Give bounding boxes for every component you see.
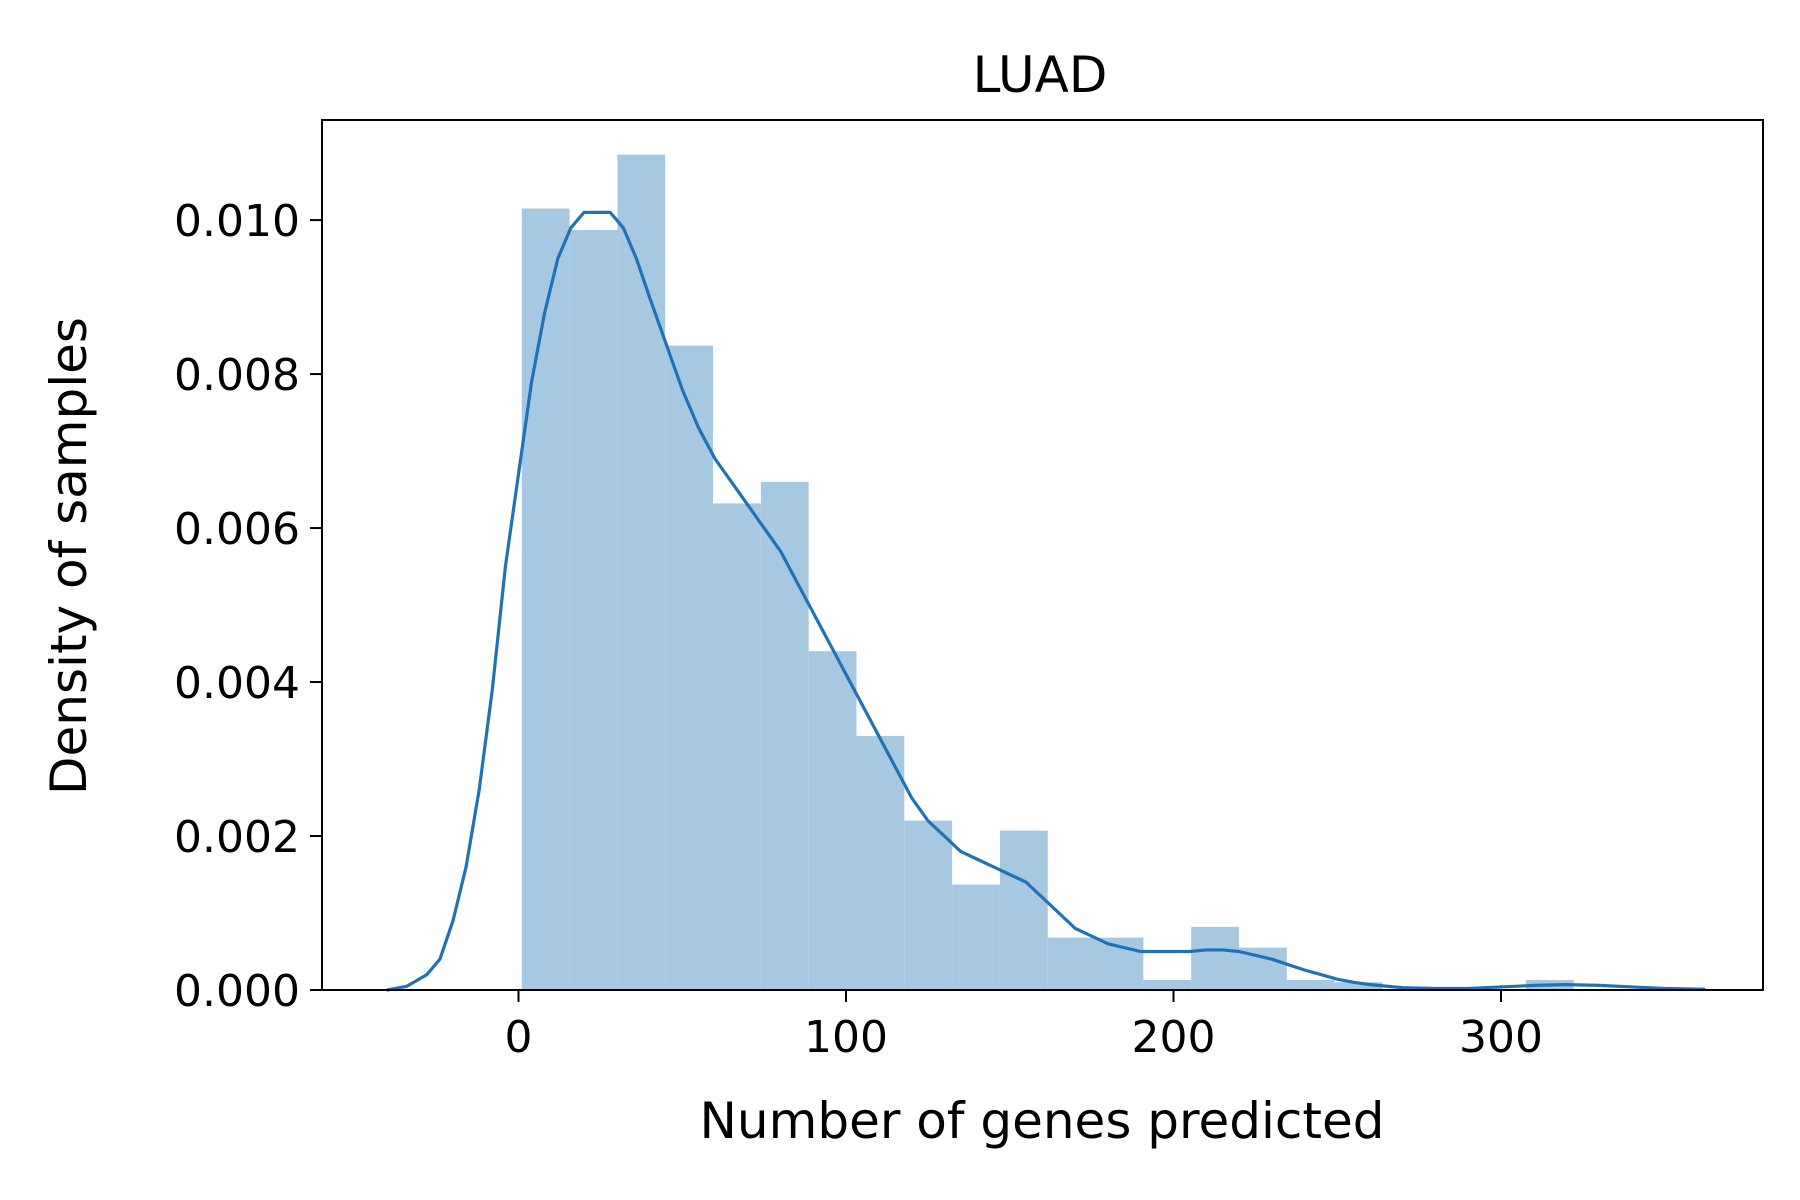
y-tick-label: 0.000 bbox=[174, 966, 300, 1017]
x-axis-label: Number of genes predicted bbox=[700, 1092, 1385, 1150]
histogram-bar bbox=[1143, 979, 1192, 990]
histogram-bars bbox=[521, 154, 1574, 991]
y-axis-label: Density of samples bbox=[40, 317, 98, 795]
histogram-bar bbox=[1047, 937, 1096, 990]
x-tick-label: 200 bbox=[1132, 1012, 1216, 1063]
histogram-bar bbox=[1334, 982, 1383, 990]
histogram-bar bbox=[569, 230, 618, 990]
histogram-bar bbox=[1286, 979, 1335, 990]
y-tick-label: 0.008 bbox=[174, 350, 300, 401]
y-axis-ticks: 0.000 0.002 0.004 0.006 0.008 0.010 bbox=[174, 196, 322, 1017]
histogram-bar bbox=[808, 651, 857, 990]
histogram-bar bbox=[713, 503, 761, 990]
plot-frame bbox=[321, 119, 1764, 991]
histogram-bar bbox=[521, 208, 570, 991]
x-tick-label: 100 bbox=[804, 1012, 888, 1063]
histogram-bar bbox=[1191, 926, 1239, 990]
histogram-bar bbox=[760, 481, 809, 990]
y-tick-label: 0.004 bbox=[174, 658, 300, 709]
y-tick-label: 0.006 bbox=[174, 504, 300, 555]
y-tick-label: 0.010 bbox=[174, 196, 300, 247]
histogram-bar bbox=[617, 154, 666, 991]
chart-title: LUAD bbox=[973, 46, 1108, 104]
histogram-bar bbox=[952, 884, 1000, 990]
histogram-bar bbox=[665, 345, 714, 990]
histogram-bar bbox=[999, 830, 1048, 990]
x-tick-label: 300 bbox=[1459, 1012, 1543, 1063]
y-tick-label: 0.002 bbox=[174, 812, 300, 863]
x-axis-ticks: 0 100 200 300 bbox=[505, 990, 1543, 1063]
kde-curve bbox=[385, 210, 1706, 992]
x-tick-label: 0 bbox=[505, 1012, 533, 1063]
histogram-bar bbox=[904, 820, 953, 990]
histogram-bar bbox=[856, 735, 905, 990]
